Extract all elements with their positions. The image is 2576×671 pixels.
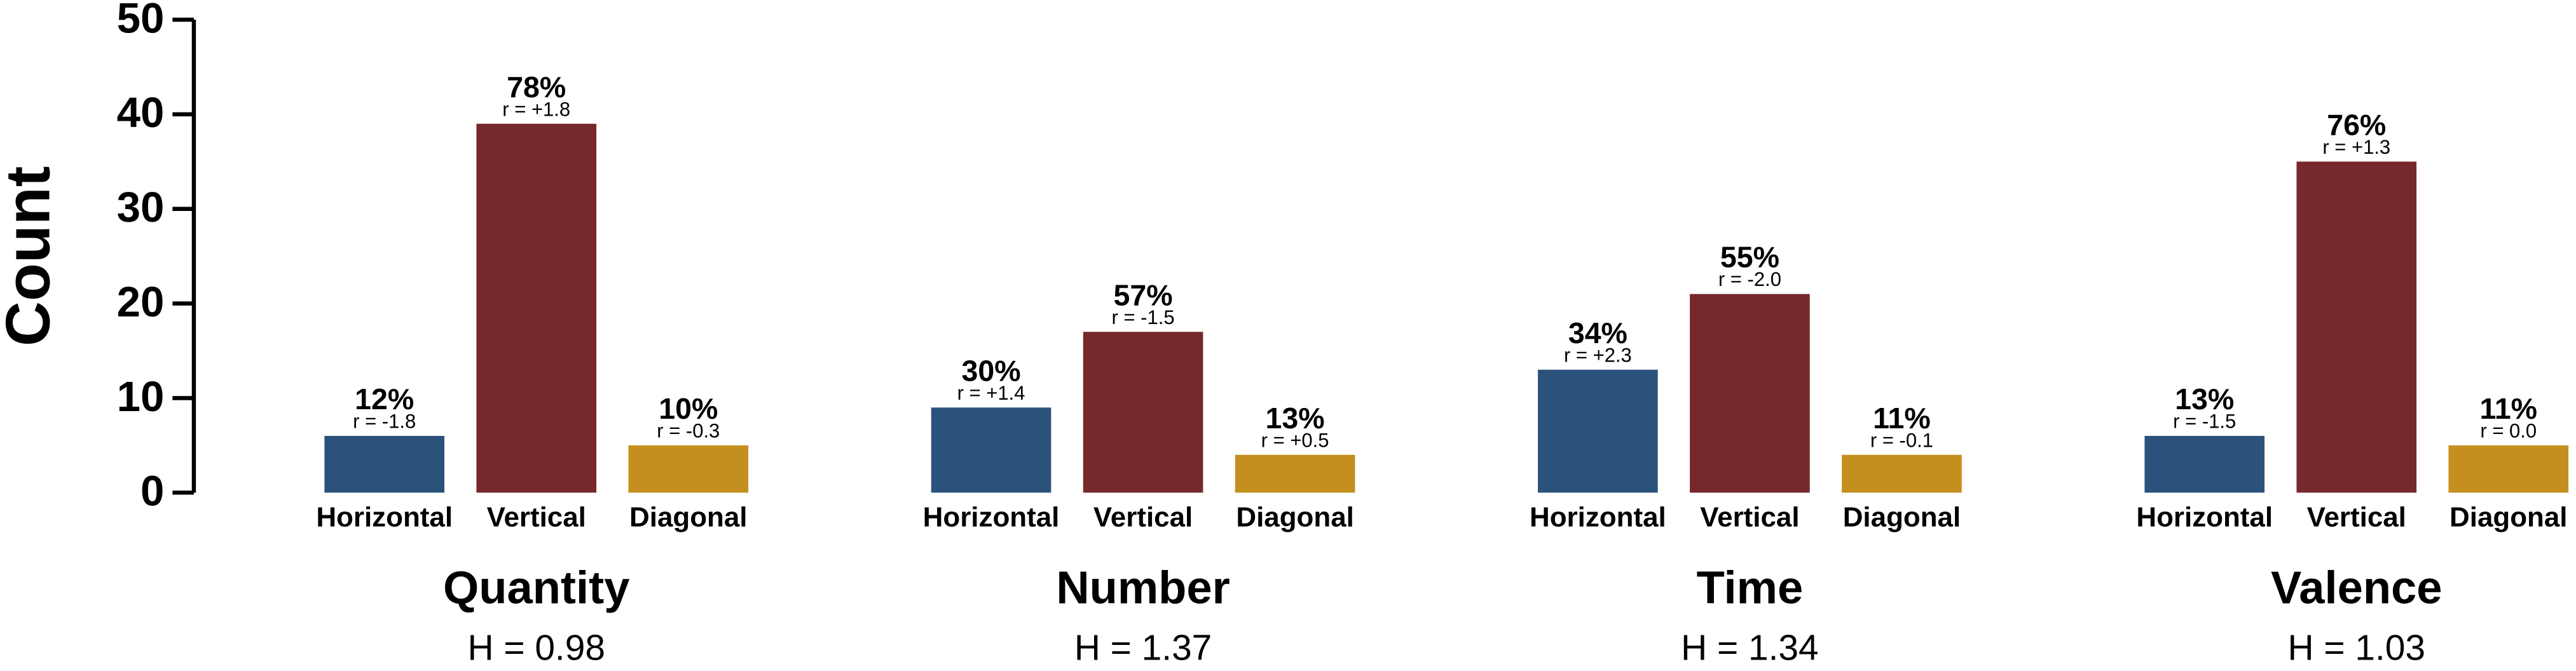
bar [2144, 436, 2265, 493]
y-tick-label: 20 [117, 278, 165, 326]
percent-label: 34% [1568, 316, 1627, 349]
bar [628, 445, 749, 493]
percent-label: 12% [355, 383, 414, 416]
r-label: r = -1.8 [353, 410, 416, 433]
y-tick-label: 10 [117, 373, 165, 421]
percent-label: 57% [1114, 278, 1173, 311]
group-subtitle: H = 0.98 [468, 628, 605, 668]
percent-label: 13% [2175, 383, 2234, 416]
x-tick-label: Horizontal [316, 501, 453, 532]
bar [324, 436, 445, 493]
percent-label: 11% [2480, 392, 2538, 425]
r-label: r = 0.0 [2480, 419, 2537, 442]
y-tick-label: 0 [140, 468, 164, 515]
group-subtitle: H = 1.34 [1681, 628, 1818, 668]
bar [2448, 445, 2569, 493]
x-tick-label: Diagonal [1843, 501, 1961, 532]
r-label: r = -0.1 [1870, 429, 1933, 451]
r-label: r = +1.3 [2322, 136, 2390, 158]
y-tick-label: 30 [117, 184, 165, 231]
percent-label: 11% [1873, 402, 1931, 435]
percent-label: 55% [1720, 241, 1779, 274]
bar [1235, 454, 1355, 493]
x-tick-label: Diagonal [1236, 501, 1353, 532]
bar [1690, 294, 1810, 493]
x-tick-label: Vertical [2307, 501, 2406, 532]
r-label: r = +2.3 [1564, 344, 1632, 366]
group-title: Quantity [443, 562, 629, 614]
group-subtitle: H = 1.37 [1074, 628, 1212, 668]
group-title: Time [1697, 562, 1804, 614]
percent-label: 78% [507, 71, 566, 104]
r-label: r = +0.5 [1261, 429, 1329, 451]
x-tick-label: Horizontal [1530, 501, 1666, 532]
y-axis-label: Count [0, 166, 63, 346]
bar [1842, 454, 1962, 493]
bar [476, 123, 597, 493]
r-label: r = -0.3 [657, 419, 720, 442]
r-label: r = -1.5 [2173, 410, 2236, 433]
y-tick-label: 40 [117, 89, 165, 137]
percent-label: 30% [962, 354, 1021, 387]
r-label: r = -2.0 [1718, 268, 1781, 290]
percent-label: 10% [659, 392, 718, 425]
group-title: Number [1056, 562, 1230, 614]
r-label: r = +1.4 [957, 382, 1025, 404]
x-tick-label: Horizontal [923, 501, 1060, 532]
x-tick-label: Vertical [1700, 501, 1799, 532]
group-subtitle: H = 1.03 [2288, 628, 2425, 668]
x-tick-label: Horizontal [2136, 501, 2273, 532]
bar [2296, 161, 2417, 493]
group-title: Valence [2271, 562, 2442, 614]
r-label: r = -1.5 [1112, 306, 1175, 329]
r-label: r = +1.8 [502, 98, 570, 120]
percent-label: 76% [2327, 108, 2386, 141]
bar [931, 407, 1052, 493]
bar [1083, 332, 1203, 493]
x-tick-label: Diagonal [629, 501, 747, 532]
x-tick-label: Vertical [487, 501, 586, 532]
x-tick-label: Vertical [1093, 501, 1193, 532]
percent-label: 13% [1266, 402, 1325, 435]
x-tick-label: Diagonal [2449, 501, 2567, 532]
bar [1538, 369, 1658, 493]
y-tick-label: 50 [117, 0, 165, 42]
